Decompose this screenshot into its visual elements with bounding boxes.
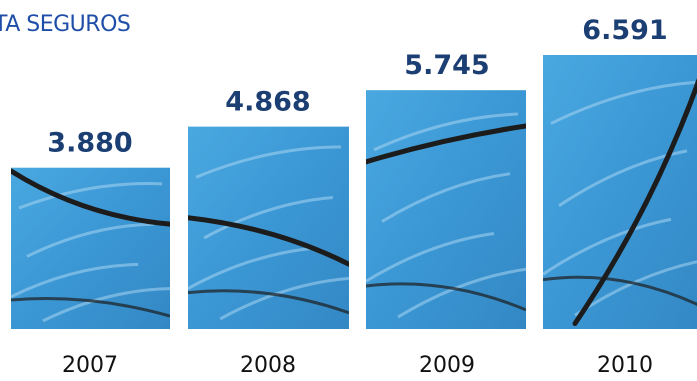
category-label: 2007 xyxy=(62,353,118,378)
category-label: 2010 xyxy=(597,353,653,378)
paint-texture xyxy=(366,112,526,319)
bar-2009: 5.745 2009 xyxy=(366,50,526,378)
value-label: 5.745 xyxy=(404,50,489,81)
bar-fill xyxy=(543,55,697,329)
value-label: 6.591 xyxy=(582,15,667,46)
value-label: 4.868 xyxy=(225,87,310,118)
paint-texture xyxy=(11,168,170,323)
bar-2010: 6.591 2010 xyxy=(543,15,697,378)
paint-texture xyxy=(188,145,349,321)
bar-fill xyxy=(11,167,170,329)
value-label: 3.880 xyxy=(47,128,132,159)
bar-2008: 4.868 2008 xyxy=(188,87,349,378)
bar-fill xyxy=(188,126,349,329)
category-label: 2009 xyxy=(419,353,475,378)
paint-texture xyxy=(543,78,697,327)
chart-title: TA SEGUROS xyxy=(0,12,131,37)
category-label: 2008 xyxy=(240,353,296,378)
bar-2007: 3.880 2007 xyxy=(11,128,170,378)
